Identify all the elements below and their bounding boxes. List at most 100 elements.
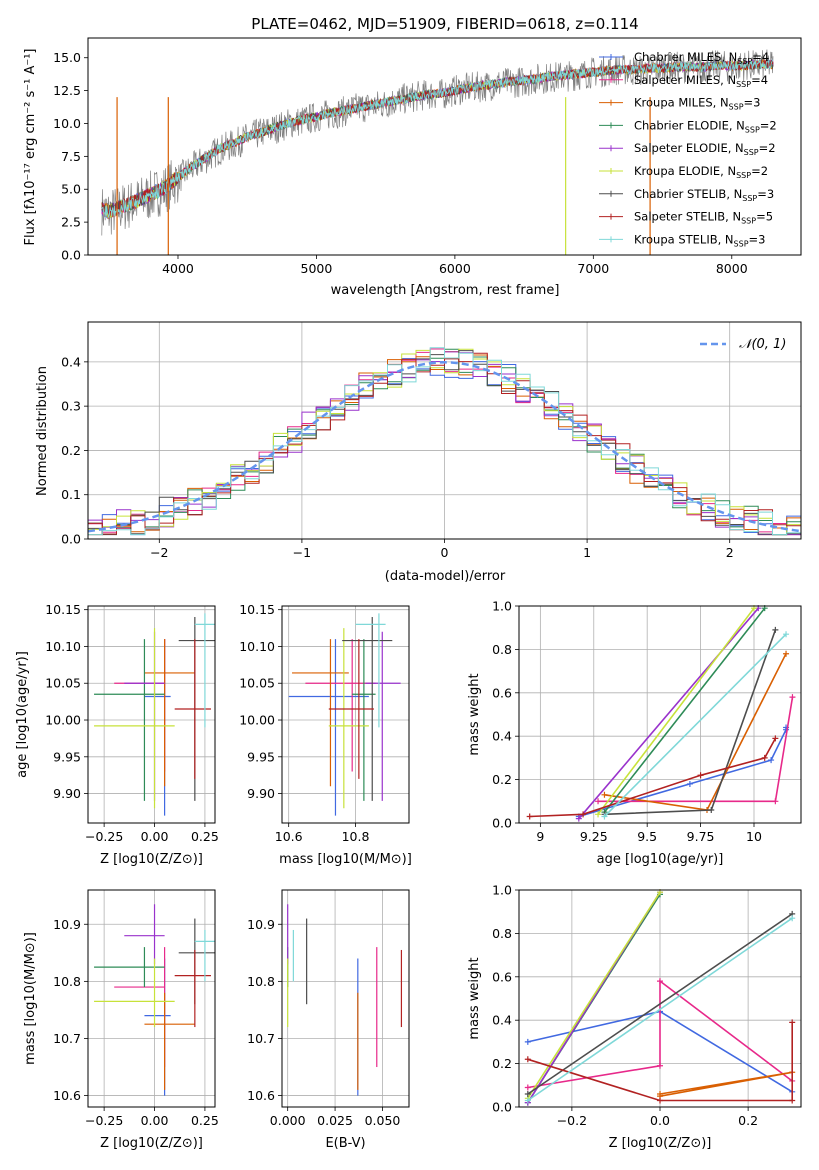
weight-age-marker — [772, 626, 779, 633]
legend-entry-value: =2 — [751, 164, 768, 178]
y-tick-label: 0.2 — [492, 1056, 512, 1071]
spectrum-series-line — [101, 59, 773, 219]
weight-age-marker — [768, 757, 775, 764]
x-tick-label: 9 — [536, 829, 544, 844]
x-tick-label: 10.8 — [342, 829, 370, 844]
x-tick-label: −1 — [293, 545, 311, 560]
legend-entry-text: Salpeter STELIB, N — [634, 210, 741, 224]
x-tick-label: 6000 — [439, 261, 471, 276]
y-tick-label: 10.15 — [45, 602, 81, 617]
panel-ylabel: mass weight — [467, 673, 482, 755]
y-tick-label: 15.0 — [53, 50, 81, 65]
weight-age-marker — [595, 811, 602, 818]
legend-entry-value: =5 — [756, 210, 773, 224]
normal-curve — [87, 361, 802, 533]
mass-vs-Z-panel: −0.25 0.00 0.25 10.6 10.7 10.8 10.9 Z [log10(Z/… — [23, 889, 219, 1151]
y-tick-label: 0.8 — [492, 642, 512, 657]
x-tick-label: 0.2 — [738, 1113, 758, 1128]
axes-frame — [281, 889, 410, 1108]
y-tick-label: 0.8 — [492, 926, 512, 941]
legend-entry-text: Chabrier ELODIE, N — [634, 118, 745, 132]
x-tick-label: 1 — [583, 545, 591, 560]
weight-age-marker — [772, 798, 779, 805]
y-tick-label: 0.1 — [61, 487, 81, 502]
weight-age-marker — [601, 791, 608, 798]
x-tick-label: 8000 — [716, 261, 748, 276]
legend-entry-label: Salpeter MILES, NSSP=4 — [634, 73, 768, 89]
axes-frame — [281, 605, 410, 824]
y-tick-label: 10.9 — [53, 917, 81, 932]
weight-age-marker — [697, 772, 704, 779]
x-tick-label: −0.25 — [85, 1113, 123, 1128]
y-tick-label: 10.7 — [247, 1031, 275, 1046]
panel-xlabel: Z [log10(Z/Z⊙)] — [100, 1136, 203, 1151]
legend-entry-value: =3 — [744, 96, 761, 110]
spectrum-plot-area — [101, 49, 774, 255]
y-tick-label: 0.3 — [61, 399, 81, 414]
weight-vs-Z-panel: −0.2 0.0 0.2 0.0 0.2 0.4 0.6 0.8 1.0 Z [log10(Z/Z… — [467, 883, 802, 1151]
x-tick-label: 10.6 — [275, 829, 303, 844]
legend-entry-label: Kroupa STELIB, NSSP=3 — [634, 232, 765, 248]
y-tick-label: 10.00 — [45, 713, 81, 728]
x-tick-label: 0.00 — [141, 1113, 169, 1128]
x-tick-label: 0.050 — [365, 1113, 401, 1128]
weight-age-marker — [601, 813, 608, 820]
weight-Z-marker — [789, 1097, 796, 1104]
y-tick-label: 10.9 — [247, 917, 275, 932]
weight-age-line — [578, 727, 787, 818]
weight-age-marker — [595, 798, 602, 805]
y-tick-label: 1.0 — [492, 883, 512, 898]
weight-Z-marker — [657, 1090, 663, 1097]
weight-Z-line — [527, 891, 661, 1099]
y-tick-label: 0.4 — [492, 729, 512, 744]
y-tick-label: 5.0 — [61, 182, 81, 197]
y-tick-label: 0.4 — [492, 1013, 512, 1028]
age-vs-Z-panel: −0.25 0.00 0.25 9.90 9.95 10.00 10.05 10.10 10.1… — [15, 602, 219, 867]
legend-entry-subscript: SSP — [741, 217, 756, 226]
legend-entry-label: Kroupa MILES, NSSP=3 — [634, 96, 760, 112]
weight-age-marker — [580, 811, 587, 818]
legend-entry-label: Chabrier MILES, NSSP=4 — [634, 50, 769, 66]
legend-entry-text: Chabrier STELIB, N — [634, 187, 742, 201]
weight-Z-marker — [789, 1019, 796, 1026]
weight-age-marker — [575, 815, 582, 822]
y-tick-label: 10.00 — [239, 713, 275, 728]
weight-age-line — [578, 607, 759, 820]
panel-ylabel: age [log10(age/yr)] — [15, 651, 30, 778]
y-tick-label: 10.05 — [239, 676, 275, 691]
x-tick-label: 0.00 — [141, 829, 169, 844]
legend-entry-text: Kroupa ELODIE, N — [634, 164, 736, 178]
y-tick-label: 9.95 — [53, 749, 81, 764]
x-tick-label: 5000 — [301, 261, 333, 276]
weight-age-line — [597, 607, 755, 815]
x-tick-label: 2 — [726, 545, 734, 560]
weight-vs-age-panel: 9 9.25 9.5 9.75 10 0.0 0.2 0.4 0.6 0.8 1.0 age [log… — [467, 599, 802, 867]
weight-age-line — [603, 607, 766, 813]
legend-entry-subscript: SSP — [742, 194, 757, 203]
axes-frame — [87, 889, 216, 1108]
y-tick-label: 10.10 — [45, 639, 81, 654]
y-tick-label: 7.5 — [61, 149, 81, 164]
x-tick-label: 0.025 — [317, 1113, 353, 1128]
spectrum-xlabel: wavelength [Angstrom, rest frame] — [331, 283, 560, 298]
residuals-plot-area — [87, 322, 802, 540]
weight-age-marker — [783, 650, 790, 657]
weight-Z-line — [659, 1071, 793, 1097]
weight-age-marker — [772, 735, 779, 742]
weight-Z-line — [527, 979, 793, 1089]
legend-entry-label: Chabrier STELIB, NSSP=3 — [634, 187, 774, 203]
legend-entry-value: =4 — [751, 73, 768, 87]
weight-age-marker — [783, 631, 790, 638]
panel-xlabel: age [log10(age/yr)] — [597, 852, 724, 867]
x-tick-label: 9.75 — [687, 829, 715, 844]
weight-Z-line — [527, 917, 793, 1102]
y-tick-label: 10.8 — [53, 974, 81, 989]
axes-frame — [87, 605, 216, 824]
mass-vs-ebv-panel: 0.000 0.025 0.050 10.6 10.7 10.8 10.9 E(B-V) — [247, 889, 410, 1151]
x-tick-label: −0.25 — [85, 829, 123, 844]
axes-frame — [518, 889, 802, 1108]
y-tick-label: 0.0 — [492, 1100, 512, 1115]
y-tick-label: 9.90 — [247, 786, 275, 801]
y-tick-label: 0.0 — [61, 248, 81, 263]
weight-age-line — [603, 633, 787, 818]
